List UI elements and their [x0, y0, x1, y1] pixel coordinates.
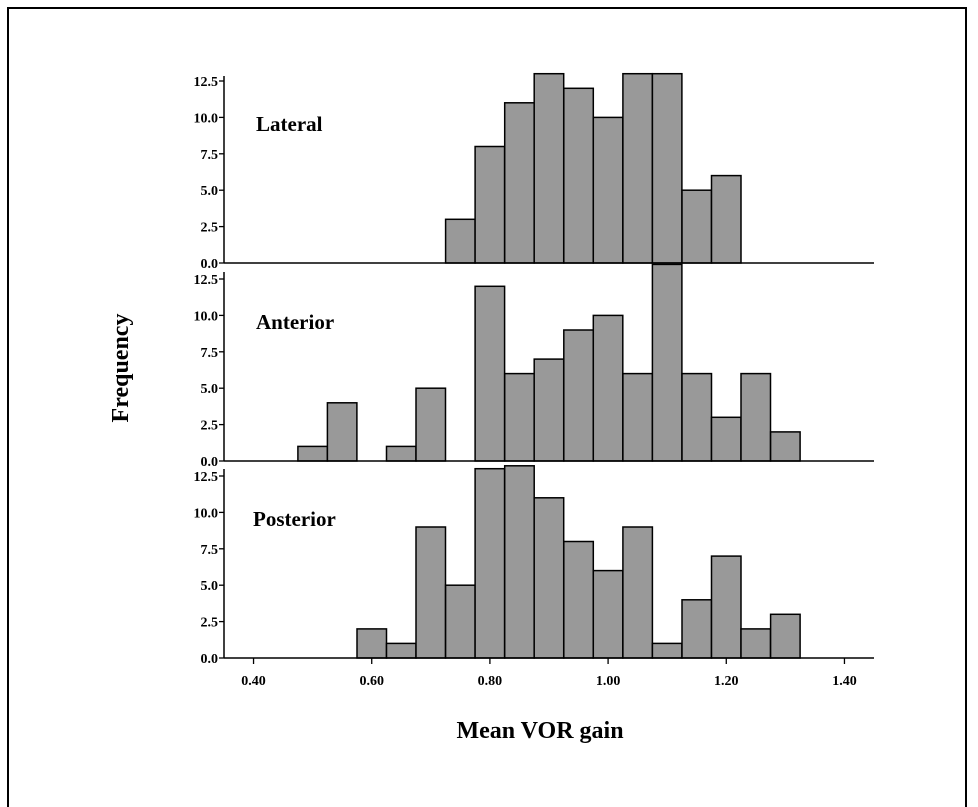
bar-posterior-12 — [710, 555, 742, 659]
bar-anterior-1 — [326, 402, 358, 462]
y-tick-label: 12.5 — [194, 273, 219, 288]
bar-lateral-5 — [592, 116, 624, 264]
bar-posterior-1 — [385, 642, 417, 659]
y-tick-label: 2.5 — [201, 419, 219, 434]
y-tick-label: 10.0 — [194, 111, 219, 126]
bar-posterior-9 — [622, 526, 654, 659]
bar-anterior-0 — [297, 445, 329, 462]
y-tick-label: 10.0 — [194, 309, 219, 324]
y-tick-label: 0.0 — [201, 652, 219, 667]
bar-posterior-13 — [740, 628, 772, 659]
panels-group: 0.0 2.5 5.0 7.5 10.0 12.5 Lateral 0.0 2.5 5.0 7.5 1… — [194, 72, 874, 667]
y-tick-label: 2.5 — [201, 616, 219, 631]
y-tick-label: 12.5 — [194, 470, 219, 485]
panel-anterior: 0.0 2.5 5.0 7.5 10.0 12.5 Anterior — [194, 263, 874, 470]
bar-lateral-8 — [681, 189, 713, 264]
bar-anterior-12 — [710, 416, 742, 462]
bar-lateral-6 — [622, 72, 654, 264]
bar-anterior-10 — [651, 263, 683, 462]
bar-lateral-3 — [533, 72, 565, 264]
bar-posterior-14 — [769, 613, 801, 659]
bar-posterior-8 — [592, 569, 624, 659]
panel-lateral: 0.0 2.5 5.0 7.5 10.0 12.5 Lateral — [194, 72, 874, 272]
x-tick-label: 0.80 — [478, 674, 503, 689]
y-tick-label: 7.5 — [201, 346, 219, 361]
x-tick-label: 1.20 — [714, 674, 739, 689]
bar-posterior-0 — [356, 628, 388, 659]
y-tick-label: 2.5 — [201, 221, 219, 236]
bar-anterior-11 — [681, 372, 713, 462]
y-tick-label: 5.0 — [201, 382, 219, 397]
y-tick-label: 0.0 — [201, 455, 219, 470]
y-tick-label: 7.5 — [201, 148, 219, 163]
y-tick-label: 10.0 — [194, 506, 219, 521]
y-tick-label: 5.0 — [201, 579, 219, 594]
bar-lateral-2 — [503, 102, 535, 264]
bar-posterior-5 — [503, 465, 535, 659]
bar-anterior-4 — [474, 285, 506, 462]
bar-anterior-14 — [769, 431, 801, 462]
y-axis-title: Frequency — [108, 314, 134, 423]
bar-lateral-4 — [563, 87, 595, 264]
y-tick-label: 7.5 — [201, 543, 219, 558]
panel-label-lateral: Lateral — [256, 112, 323, 136]
bar-lateral-1 — [474, 145, 506, 264]
panel-posterior: 0.0 2.5 5.0 7.5 10.0 12.5 Posterior — [194, 465, 874, 667]
bar-posterior-7 — [563, 540, 595, 659]
bar-anterior-13 — [740, 372, 772, 462]
panel-label-anterior: Anterior — [256, 310, 334, 334]
bar-anterior-9 — [622, 372, 654, 462]
x-axis-title: Mean VOR gain — [456, 718, 623, 744]
bar-lateral-9 — [710, 174, 742, 264]
x-axis: 0.40 0.60 0.80 1.00 1.20 1.40 — [241, 658, 857, 689]
bar-anterior-3 — [415, 387, 447, 462]
y-tick-label: 0.0 — [201, 257, 219, 272]
x-tick-label: 1.00 — [596, 674, 621, 689]
bar-lateral-0 — [444, 218, 476, 264]
bar-anterior-6 — [533, 358, 565, 462]
x-tick-label: 1.40 — [832, 674, 857, 689]
bar-posterior-4 — [474, 467, 506, 659]
bar-posterior-11 — [681, 599, 713, 659]
bar-lateral-7 — [651, 72, 683, 264]
bar-anterior-7 — [563, 329, 595, 462]
bar-anterior-2 — [385, 445, 417, 462]
bar-posterior-6 — [533, 497, 565, 659]
y-tick-label: 12.5 — [194, 75, 219, 90]
bar-posterior-3 — [444, 584, 476, 659]
bar-anterior-5 — [503, 372, 535, 462]
bar-posterior-10 — [651, 642, 683, 659]
y-tick-label: 5.0 — [201, 184, 219, 199]
x-tick-label: 0.60 — [359, 674, 384, 689]
bar-posterior-2 — [415, 526, 447, 659]
panel-label-posterior: Posterior — [253, 507, 336, 531]
x-tick-label: 0.40 — [241, 674, 266, 689]
bar-anterior-8 — [592, 314, 624, 462]
